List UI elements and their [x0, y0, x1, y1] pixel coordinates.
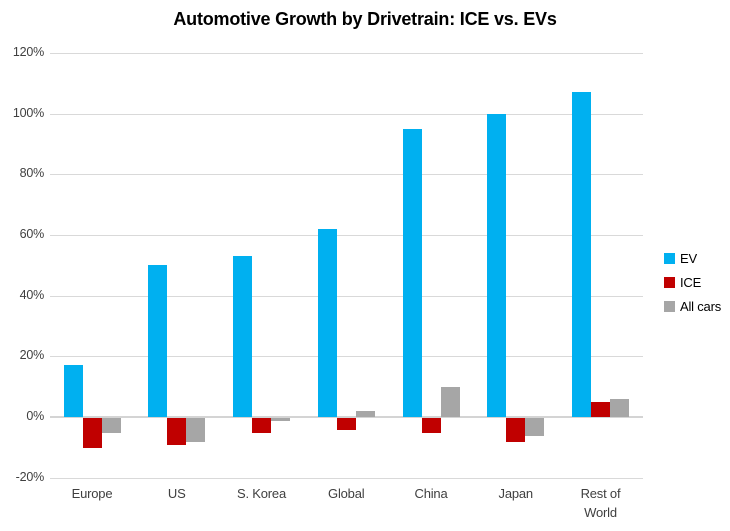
bar-ev [487, 113, 507, 417]
bar-all-cars [271, 418, 290, 422]
y-tick-label: 60% [19, 227, 45, 241]
x-category-label: Global [328, 486, 365, 501]
y-tick-label: 40% [19, 287, 45, 302]
x-category-label: US [167, 486, 186, 501]
bar-all-cars [101, 418, 121, 434]
gridline [50, 53, 643, 54]
bar-ev [317, 228, 337, 417]
y-tick-label: 80% [19, 166, 45, 181]
y-tick-label: -20% [15, 469, 45, 484]
legend-item: All cars [664, 299, 721, 314]
bar-ice [82, 418, 102, 449]
bar-ev [148, 265, 168, 417]
bar-ice [167, 418, 187, 446]
y-tick-label: 20% [19, 348, 45, 363]
bar-all-cars [355, 410, 375, 417]
gridline [50, 295, 643, 297]
legend-swatch-ice [664, 277, 675, 288]
bar-all-cars [186, 418, 206, 443]
legend-label: ICE [680, 275, 702, 290]
x-axis-line [50, 416, 643, 418]
bar-all-cars [440, 386, 460, 417]
bar-ev [233, 256, 252, 417]
bar-ice [336, 418, 356, 431]
legend: EV ICE All cars [664, 251, 721, 314]
y-tick-label: 120% [12, 45, 44, 59]
legend-item: EV [664, 251, 721, 266]
bar-all-cars [525, 418, 545, 437]
bar-ice [506, 418, 526, 443]
bar-ice [252, 418, 271, 434]
legend-label: All cars [680, 299, 722, 314]
x-category-label: Japan [498, 486, 534, 501]
gridline [50, 477, 643, 479]
y-tick-label: 100% [12, 105, 44, 120]
gridline [50, 356, 643, 358]
legend-swatch-all-cars [664, 301, 675, 312]
legend-swatch-ev [664, 253, 675, 264]
bar-all-cars [610, 398, 629, 417]
bar-ev [572, 92, 591, 417]
gridline [50, 113, 643, 115]
bar-ice [591, 401, 610, 417]
bar-ev [402, 128, 422, 417]
legend-label: EV [680, 251, 697, 266]
x-category-label: China [414, 486, 448, 501]
y-tick-label: 0% [26, 409, 44, 423]
x-category-label: S. Korea [237, 486, 286, 501]
x-category-label: Europe [71, 486, 113, 501]
chart-title: Automotive Growth by Drivetrain: ICE vs.… [173, 9, 557, 29]
legend-item: ICE [664, 275, 721, 290]
gridline [50, 174, 643, 176]
bar-ev [63, 365, 83, 417]
x-category-label: Rest of World [580, 486, 621, 520]
gridline [50, 235, 643, 236]
bar-ice [421, 418, 441, 434]
